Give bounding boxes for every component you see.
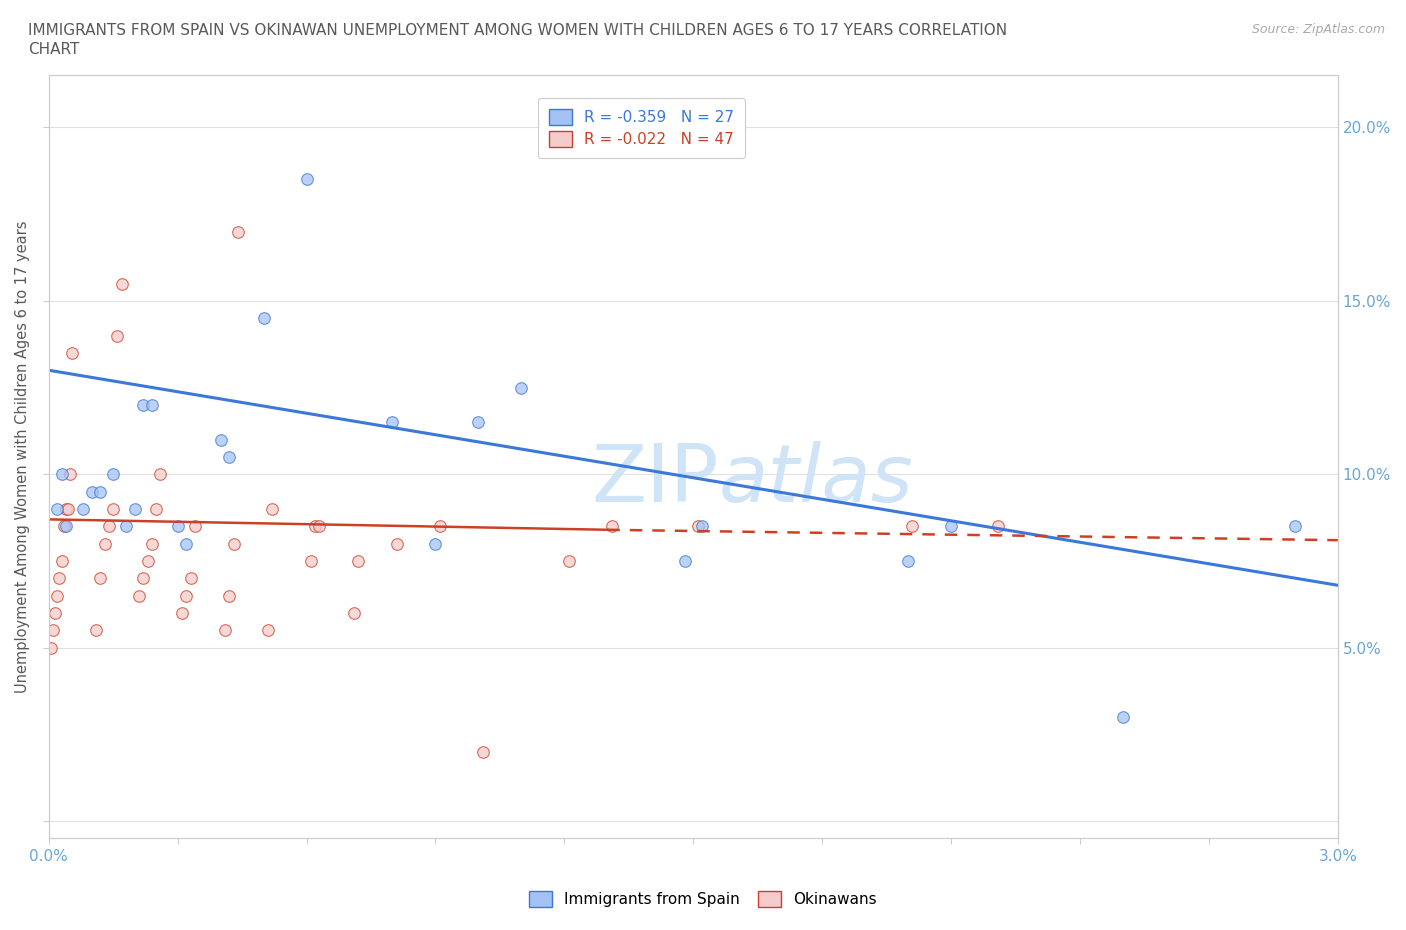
Point — [343, 605, 366, 620]
Legend: Immigrants from Spain, Okinawans: Immigrants from Spain, Okinawans — [523, 884, 883, 913]
Point — [218, 449, 240, 464]
Point — [60, 345, 83, 360]
Point — [89, 485, 111, 499]
Point — [429, 519, 451, 534]
Point — [214, 623, 236, 638]
Point — [170, 605, 193, 620]
Point — [304, 519, 326, 534]
Text: ZIP: ZIP — [592, 441, 718, 519]
Point — [136, 553, 159, 568]
Point — [218, 589, 240, 604]
Point — [51, 553, 73, 568]
Point — [97, 519, 120, 534]
Point — [897, 553, 920, 568]
Point — [39, 640, 62, 655]
Point — [174, 537, 197, 551]
Point — [939, 519, 962, 534]
Point — [103, 501, 125, 516]
Point — [510, 380, 533, 395]
Point — [299, 553, 322, 568]
Text: CHART: CHART — [28, 42, 80, 57]
Point — [59, 467, 82, 482]
Point — [257, 623, 280, 638]
Point — [46, 501, 69, 516]
Point — [72, 501, 94, 516]
Point — [149, 467, 172, 482]
Point — [385, 537, 408, 551]
Point — [252, 311, 274, 325]
Point — [55, 501, 77, 516]
Point — [295, 172, 318, 187]
Point — [52, 519, 75, 534]
Point — [115, 519, 138, 534]
Point — [174, 589, 197, 604]
Point — [222, 537, 245, 551]
Point — [1284, 519, 1306, 534]
Point — [48, 571, 70, 586]
Point — [89, 571, 111, 586]
Point — [145, 501, 167, 516]
Point — [180, 571, 202, 586]
Point — [141, 397, 163, 412]
Y-axis label: Unemployment Among Women with Children Ages 6 to 17 years: Unemployment Among Women with Children A… — [15, 220, 30, 693]
Point — [84, 623, 107, 638]
Point — [44, 605, 66, 620]
Point — [471, 744, 494, 759]
Point — [80, 485, 103, 499]
Legend: R = -0.359   N = 27, R = -0.022   N = 47: R = -0.359 N = 27, R = -0.022 N = 47 — [538, 99, 745, 158]
Point — [184, 519, 207, 534]
Point — [107, 328, 129, 343]
Point — [1112, 710, 1135, 724]
Text: atlas: atlas — [718, 441, 914, 519]
Point — [557, 553, 579, 568]
Point — [93, 537, 115, 551]
Point — [425, 537, 447, 551]
Point — [987, 519, 1010, 534]
Point — [226, 224, 249, 239]
Point — [141, 537, 163, 551]
Point — [308, 519, 330, 534]
Point — [347, 553, 370, 568]
Point — [673, 553, 696, 568]
Point — [600, 519, 623, 534]
Point — [209, 432, 232, 447]
Point — [467, 415, 489, 430]
Point — [55, 519, 77, 534]
Point — [262, 501, 284, 516]
Point — [111, 276, 134, 291]
Point — [56, 501, 79, 516]
Point — [901, 519, 924, 534]
Point — [132, 397, 155, 412]
Point — [381, 415, 404, 430]
Point — [128, 589, 150, 604]
Point — [42, 623, 65, 638]
Point — [690, 519, 713, 534]
Point — [46, 589, 69, 604]
Text: IMMIGRANTS FROM SPAIN VS OKINAWAN UNEMPLOYMENT AMONG WOMEN WITH CHILDREN AGES 6 : IMMIGRANTS FROM SPAIN VS OKINAWAN UNEMPL… — [28, 23, 1007, 38]
Point — [124, 501, 146, 516]
Point — [51, 467, 73, 482]
Point — [103, 467, 125, 482]
Point — [686, 519, 709, 534]
Point — [166, 519, 188, 534]
Point — [132, 571, 155, 586]
Text: Source: ZipAtlas.com: Source: ZipAtlas.com — [1251, 23, 1385, 36]
